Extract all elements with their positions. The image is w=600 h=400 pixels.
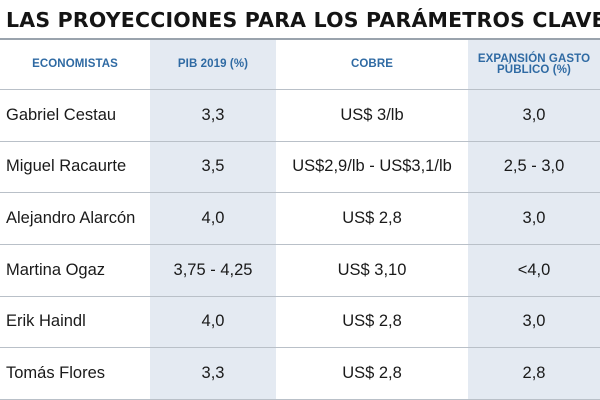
row-3-cobre: US$ 2,8: [276, 193, 468, 245]
row-3-economist: Alejandro Alarcón: [0, 193, 150, 245]
row-2-pib: 3,5: [150, 141, 276, 194]
row-2-gasto: 2,5 - 3,0: [468, 141, 600, 194]
header-gasto: EXPANSIÓN GASTO PÚBLICO (%): [468, 40, 600, 90]
table-title: LAS PROYECCIONES PARA LOS PARÁMETROS CLA…: [6, 8, 600, 32]
row-5-pib: 4,0: [150, 296, 276, 349]
row-5-economist: Erik Haindl: [0, 297, 150, 349]
row-4-economist: Martina Ogaz: [0, 245, 150, 297]
row-5-gasto: 3,0: [468, 296, 600, 349]
row-1-gasto: 3,0: [468, 90, 600, 142]
row-2-cobre: US$2,9/lb - US$3,1/lb: [276, 142, 468, 194]
row-4-pib: 3,75 - 4,25: [150, 244, 276, 297]
row-4-cobre: US$ 3,10: [276, 245, 468, 297]
projections-table: ECONOMISTAS PIB 2019 (%) COBRE EXPANSIÓN…: [0, 40, 600, 400]
row-6-economist: Tomás Flores: [0, 348, 150, 400]
row-1-pib: 3,3: [150, 90, 276, 142]
row-4-gasto: <4,0: [468, 244, 600, 297]
header-cobre: COBRE: [276, 40, 468, 90]
row-6-pib: 3,3: [150, 348, 276, 400]
header-pib: PIB 2019 (%): [150, 40, 276, 90]
row-2-economist: Miguel Racaurte: [0, 142, 150, 194]
row-5-cobre: US$ 2,8: [276, 297, 468, 349]
row-1-economist: Gabriel Cestau: [0, 90, 150, 142]
row-3-pib: 4,0: [150, 193, 276, 245]
title-rule: [0, 38, 600, 40]
row-3-gasto: 3,0: [468, 193, 600, 245]
header-economistas: ECONOMISTAS: [0, 40, 150, 90]
row-1-cobre: US$ 3/lb: [276, 90, 468, 142]
row-6-cobre: US$ 2,8: [276, 348, 468, 400]
row-6-gasto: 2,8: [468, 348, 600, 400]
